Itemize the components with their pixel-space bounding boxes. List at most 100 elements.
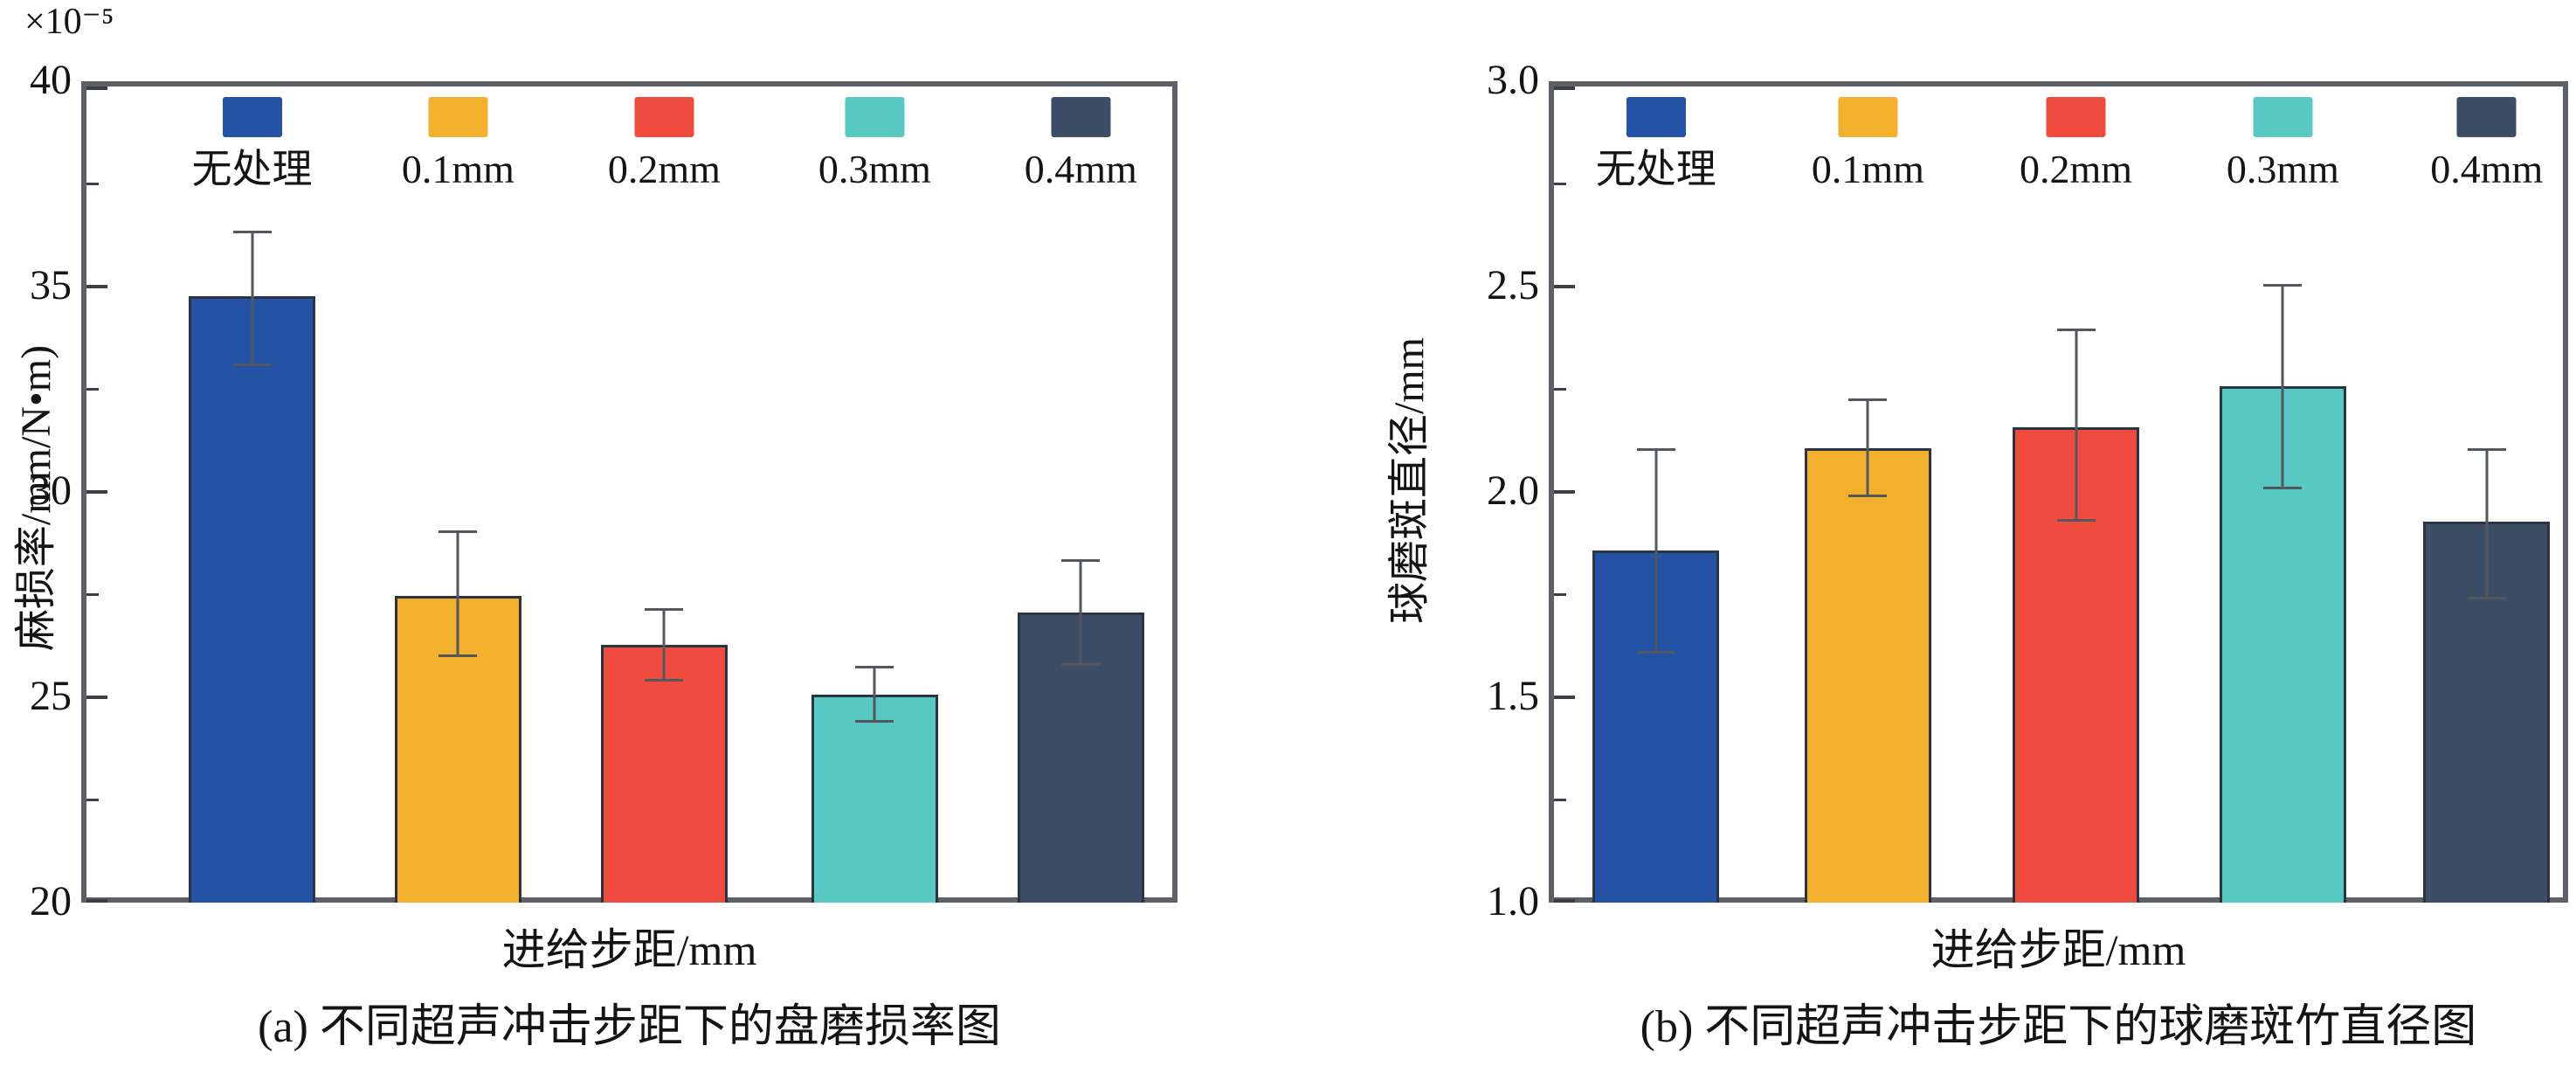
- y-tick-label: 1.0: [1487, 878, 1539, 924]
- y-major-tick: [1554, 899, 1575, 903]
- error-bar-stem: [456, 530, 459, 658]
- error-bar-cap-bottom: [855, 720, 894, 723]
- legend-label: 无处理: [191, 147, 313, 191]
- error-bar-cap-bottom: [2467, 597, 2506, 600]
- y-minor-tick: [1554, 387, 1566, 391]
- error-bar-cap-bottom: [2263, 486, 2303, 489]
- error-bar-stem: [1654, 447, 1658, 654]
- y-major-tick: [86, 490, 107, 494]
- legend-label: 0.1mm: [401, 147, 515, 191]
- error-bar: [2263, 283, 2303, 489]
- error-bar-cap-top: [1848, 398, 1888, 402]
- y-major-tick: [86, 696, 107, 699]
- error-bar-cap-top: [439, 530, 478, 533]
- y-major-tick: [1554, 285, 1575, 288]
- error-bar-cap-top: [232, 230, 272, 233]
- error-bar: [645, 607, 684, 682]
- legend-swatch: [428, 97, 488, 137]
- error-bar-stem: [1866, 398, 1869, 497]
- plot-area: 无处理 0.1mm 0.2mm 0.3mm 0.4mm: [81, 81, 1178, 903]
- legend-item-无处理: 无处理: [192, 97, 313, 190]
- error-bar-stem: [2075, 329, 2077, 523]
- y-major-tick: [1554, 696, 1575, 699]
- legend-swatch: [634, 97, 694, 137]
- error-bar-cap-top: [1061, 558, 1101, 562]
- y-tick-label: 30: [30, 467, 72, 514]
- y-major-tick: [1554, 490, 1575, 494]
- error-bar-cap-top: [855, 665, 894, 668]
- bar-无处理: [189, 295, 315, 903]
- legend-label: 0.4mm: [1024, 147, 1137, 191]
- y-tick-label: 2.0: [1487, 467, 1539, 514]
- error-bar-cap-top: [2056, 329, 2096, 332]
- error-bar-cap-bottom: [1636, 650, 1675, 654]
- y-minor-tick: [1554, 592, 1566, 596]
- legend-swatch: [1626, 97, 1686, 137]
- error-bar-cap-bottom: [232, 363, 272, 366]
- y-minor-tick: [1554, 182, 1566, 185]
- error-bar-stem: [2485, 447, 2489, 600]
- legend-label: 0.2mm: [607, 147, 721, 191]
- legend-label: 0.3mm: [2226, 147, 2339, 191]
- bar-0.3mm: [811, 694, 938, 903]
- error-bar-cap-top: [645, 607, 684, 611]
- chart-caption: (a) 不同超声冲击步距下的盘磨损率图: [258, 1002, 1001, 1052]
- legend-label: 0.2mm: [2019, 147, 2133, 191]
- error-bar-cap-bottom: [645, 679, 684, 682]
- legend-item-0.1mm: 0.1mm: [402, 97, 515, 190]
- error-bar: [2467, 447, 2506, 600]
- error-bar-cap-bottom: [1848, 494, 1888, 497]
- y-tick-label: 35: [30, 262, 72, 308]
- legend-swatch: [2253, 97, 2313, 137]
- legend-label: 无处理: [1595, 147, 1716, 191]
- error-bar-cap-bottom: [2056, 519, 2096, 523]
- error-bar: [855, 665, 894, 723]
- error-bar-stem: [662, 607, 666, 682]
- plot-area: 无处理 0.1mm 0.2mm 0.3mm 0.4mm: [1549, 81, 2568, 903]
- legend-item-0.2mm: 0.2mm: [2020, 97, 2132, 190]
- legend-label: 0.3mm: [818, 147, 931, 191]
- error-bar: [2056, 329, 2096, 523]
- legend-item-0.2mm: 0.2mm: [608, 97, 721, 190]
- error-bar: [1848, 398, 1888, 497]
- y-minor-tick: [86, 387, 99, 391]
- error-bar-cap-top: [1636, 447, 1675, 451]
- error-bar: [232, 230, 272, 366]
- y-minor-tick: [1554, 798, 1566, 801]
- legend-item-0.4mm: 0.4mm: [2430, 97, 2543, 190]
- y-major-tick: [86, 899, 107, 903]
- y-tick-label: 25: [30, 673, 72, 719]
- y-tick-label: 40: [30, 57, 72, 103]
- y-minor-tick: [86, 592, 99, 596]
- error-bar-cap-top: [2263, 283, 2303, 287]
- legend-item-0.1mm: 0.1mm: [1812, 97, 1924, 190]
- error-bar: [1636, 447, 1675, 654]
- y-major-tick: [86, 285, 107, 288]
- y-minor-tick: [86, 182, 99, 185]
- error-bar-cap-bottom: [1061, 662, 1101, 666]
- error-bar-stem: [2281, 283, 2284, 489]
- legend-item-0.3mm: 0.3mm: [2227, 97, 2339, 190]
- legend-swatch: [845, 97, 905, 137]
- legend-item-无处理: 无处理: [1596, 97, 1716, 190]
- y-tick-label: 3.0: [1487, 57, 1539, 103]
- legend-swatch: [2456, 97, 2517, 137]
- error-bar-stem: [1079, 558, 1082, 666]
- legend-swatch: [222, 97, 282, 137]
- legend-item-0.3mm: 0.3mm: [818, 97, 931, 190]
- x-axis-label: 进给步距/mm: [1930, 925, 2186, 974]
- error-bar-cap-top: [2467, 447, 2506, 451]
- y-major-tick: [1554, 87, 1575, 90]
- legend-swatch: [2046, 97, 2106, 137]
- x-axis-label: 进给步距/mm: [501, 925, 757, 974]
- y-major-tick: [86, 87, 107, 90]
- bar-0.2mm: [600, 645, 728, 903]
- y-minor-tick: [86, 798, 99, 801]
- chart-caption: (b) 不同超声冲击步距下的球磨斑竹直径图: [1640, 1002, 2477, 1052]
- y-tick-label: 1.5: [1487, 673, 1539, 719]
- error-bar-stem: [251, 230, 253, 366]
- y-tick-label: 20: [30, 878, 72, 924]
